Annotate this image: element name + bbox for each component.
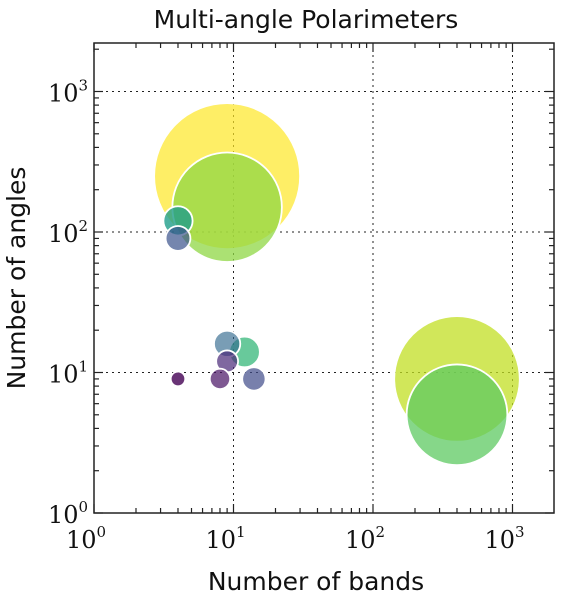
x-tick-label: 102 — [345, 523, 385, 554]
x-tick-label: 100 — [66, 523, 106, 554]
y-axis-label: Number of angles — [2, 167, 31, 390]
x-axis-label: Number of bands — [208, 567, 424, 596]
y-tick-label: 102 — [48, 217, 88, 248]
y-tick-label: 103 — [48, 77, 88, 108]
data-bubble — [405, 363, 509, 467]
data-points — [153, 102, 521, 467]
y-tick-labels: 100 101 102 103 — [48, 77, 88, 530]
x-tick-labels: 100 101 102 103 — [66, 523, 525, 554]
y-tick-label: 100 — [48, 498, 88, 529]
data-bubble — [241, 366, 267, 392]
y-tick-label: 101 — [48, 358, 88, 389]
data-bubble — [164, 225, 192, 252]
data-bubble — [169, 370, 187, 388]
axis-ticks — [93, 43, 554, 514]
chart-title: Multi-angle Polarimeters — [154, 5, 459, 34]
data-bubble — [208, 367, 232, 391]
x-tick-label: 101 — [205, 523, 245, 554]
plot-frame — [93, 42, 555, 514]
grid-lines — [94, 43, 554, 513]
x-tick-label: 103 — [484, 523, 524, 554]
